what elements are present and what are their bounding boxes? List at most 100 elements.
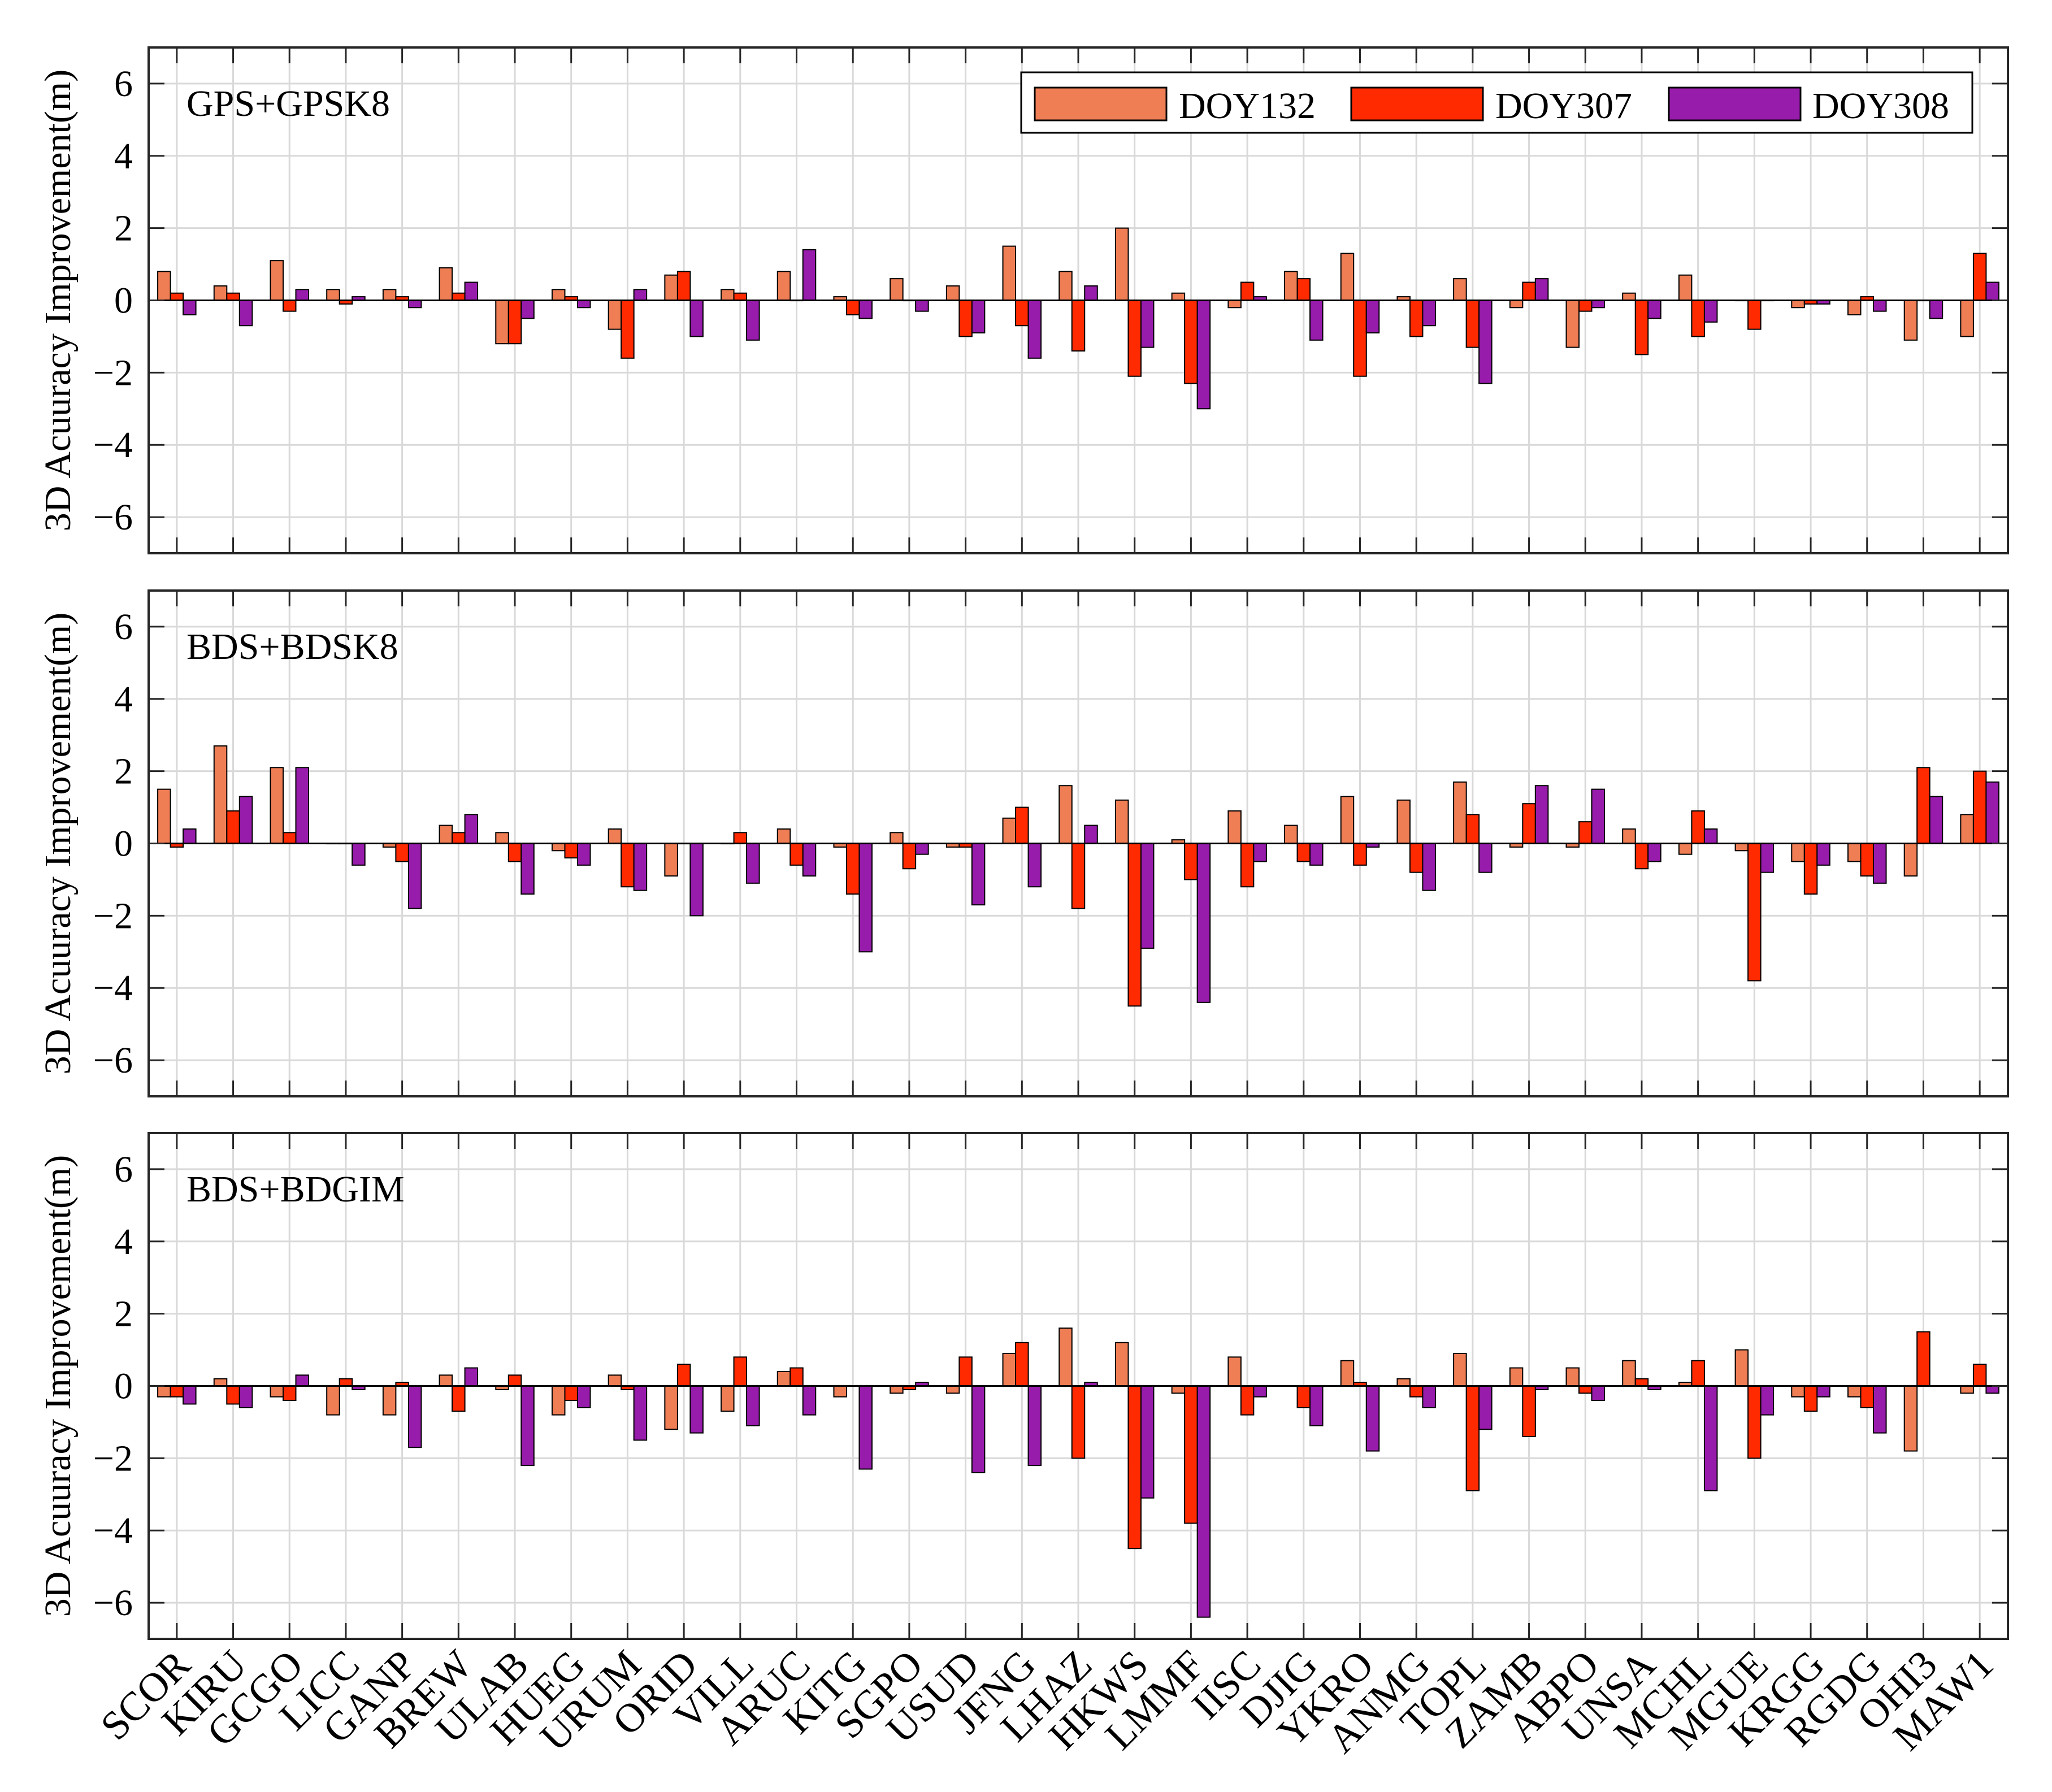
bar-doy308-unsa	[1647, 300, 1661, 319]
bar-doy308-scor	[183, 300, 197, 316]
legend-swatch-doy132	[1034, 86, 1168, 122]
bar-doy308-gcgo	[295, 767, 309, 844]
bar-doy308-iisc	[1253, 843, 1267, 862]
bar-doy308-kitg	[858, 843, 873, 953]
y-tick-label: −2	[93, 895, 133, 936]
bar-doy308-orid	[689, 843, 704, 917]
y-tick-label: 2	[114, 751, 133, 792]
bar-doy307-anmg	[1409, 843, 1424, 873]
bar-doy307-maw1	[1972, 253, 1987, 301]
bar-doy307-hkws	[1127, 843, 1142, 1007]
bar-doy307-scor	[170, 292, 184, 301]
bar-doy307-mgue	[1747, 1385, 1762, 1459]
bar-doy307-orid	[676, 271, 691, 301]
bar-doy308-brew	[464, 281, 479, 301]
bar-doy308-lhaz	[1084, 825, 1098, 844]
bar-doy132-jfng	[1002, 245, 1017, 301]
bar-doy308-ykro	[1365, 300, 1380, 334]
bar-doy307-usud	[958, 300, 973, 337]
bar-doy132-kitg	[833, 1385, 847, 1398]
bar-doy132-anmg	[1396, 1378, 1411, 1387]
bar-doy308-unsa	[1647, 843, 1661, 862]
bar-doy307-ulab	[507, 300, 522, 345]
bar-doy308-scor	[183, 828, 197, 844]
bar-doy132-maw1	[1960, 1385, 1974, 1394]
bar-doy308-kiru	[238, 796, 253, 844]
y-tick-label: 4	[114, 1221, 133, 1262]
bar-doy308-abpo	[1591, 788, 1606, 844]
bar-doy132-sgpo	[890, 1385, 904, 1394]
legend-swatch-doy307	[1350, 86, 1484, 122]
bar-doy307-ykro	[1353, 300, 1367, 377]
bar-doy132-lmmf	[1171, 1385, 1186, 1394]
bar-doy308-ganp	[407, 1385, 422, 1448]
bar-doy308-orid	[689, 300, 704, 337]
bar-doy132-orid	[664, 274, 678, 301]
bar-doy308-kiru	[238, 300, 253, 327]
bar-doy308-topl	[1478, 843, 1493, 873]
bar-doy308-zamb	[1534, 278, 1549, 301]
bar-doy132-licc	[326, 1385, 340, 1416]
bar-doy308-djig	[1309, 1385, 1324, 1426]
bar-doy132-scor	[157, 271, 171, 301]
bar-doy307-vill	[733, 832, 748, 844]
bar-doy307-brew	[452, 1385, 466, 1412]
bar-doy132-djig	[1284, 825, 1298, 844]
bar-doy132-gcgo	[270, 767, 284, 844]
bar-doy132-usud	[945, 285, 960, 301]
bar-doy307-krgg	[1803, 1385, 1818, 1412]
bar-doy132-urum	[608, 828, 622, 844]
bar-doy308-brew	[464, 814, 479, 844]
bar-doy308-maw1	[1985, 781, 1999, 844]
bar-doy132-iisc	[1227, 1356, 1242, 1387]
bar-doy308-kitg	[858, 1385, 873, 1470]
bar-doy307-djig	[1296, 278, 1311, 301]
bar-doy307-zamb	[1522, 1385, 1536, 1437]
bar-doy308-anmg	[1422, 300, 1436, 327]
bar-doy307-aruc	[789, 1367, 804, 1387]
bar-doy308-krgg	[1816, 1385, 1830, 1398]
bar-doy132-ohi3	[1903, 300, 1918, 341]
y-axis-label: 3D Acuuracy Improvement(m)	[37, 70, 79, 531]
bar-doy307-anmg	[1409, 1385, 1424, 1398]
y-axis-label: 3D Acuuracy Improvement(m)	[37, 613, 79, 1074]
bar-doy307-jfng	[1015, 300, 1029, 327]
bar-doy132-mchl	[1678, 843, 1693, 855]
y-tick-label: 0	[114, 1366, 133, 1407]
bar-doy132-ulab	[495, 832, 509, 844]
bar-doy132-kiru	[213, 285, 228, 301]
bar-doy132-brew	[439, 267, 453, 301]
bar-doy308-vill	[746, 843, 760, 884]
bar-doy307-scor	[170, 1385, 184, 1398]
bar-doy308-usud	[971, 1385, 986, 1473]
bar-doy307-ohi3	[1916, 767, 1930, 844]
bar-doy308-maw1	[1985, 1385, 1999, 1394]
bar-doy307-zamb	[1522, 281, 1536, 301]
y-tick-label: −2	[93, 1438, 133, 1479]
bar-doy132-unsa	[1622, 292, 1636, 301]
y-tick-label: −4	[93, 1510, 133, 1551]
bar-doy307-kitg	[845, 843, 860, 895]
bar-doy307-hueg	[564, 1385, 578, 1402]
bar-doy307-ulab	[507, 843, 522, 862]
bar-doy132-hkws	[1114, 1342, 1129, 1387]
bar-doy307-topl	[1465, 300, 1480, 348]
bar-doy307-usud	[958, 1356, 973, 1387]
bar-doy308-rgdg	[1873, 843, 1887, 884]
bar-doy132-urum	[608, 1374, 622, 1387]
bar-doy132-usud	[945, 1385, 960, 1394]
bar-doy132-ohi3	[1903, 843, 1918, 877]
bar-doy132-topl	[1453, 1352, 1467, 1387]
bar-doy307-lhaz	[1071, 843, 1086, 909]
plot-frame	[147, 589, 2009, 1097]
bar-doy132-maw1	[1960, 814, 1974, 844]
bar-doy308-kitg	[858, 300, 873, 319]
bar-doy308-djig	[1309, 843, 1324, 866]
bar-doy308-abpo	[1591, 300, 1606, 309]
bar-doy132-rgdg	[1847, 1385, 1862, 1398]
bar-doy307-abpo	[1578, 821, 1593, 844]
bar-doy307-jfng	[1015, 1342, 1029, 1387]
bar-doy308-jfng	[1027, 843, 1042, 888]
y-tick-label: −6	[93, 1582, 133, 1624]
